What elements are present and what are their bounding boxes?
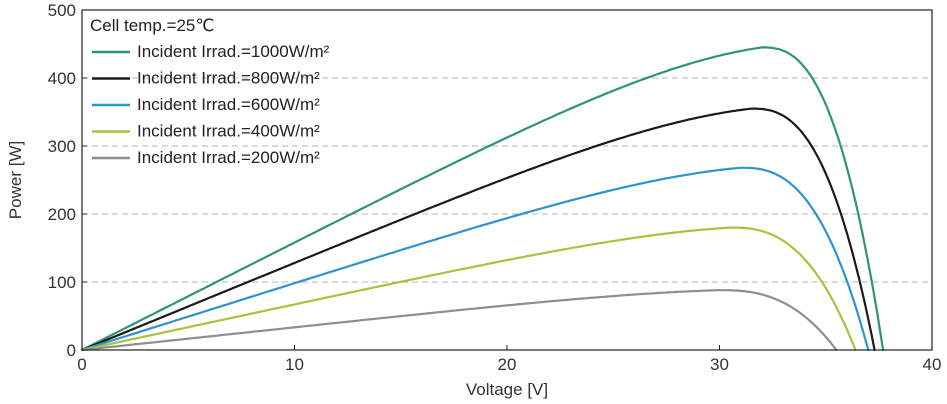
series-line-4 [80, 226, 857, 352]
legend-title: Cell temp.=25℃ [90, 16, 214, 35]
series-line-2 [80, 107, 876, 352]
series-line-5 [80, 289, 838, 352]
x-tick-label: 30 [710, 355, 729, 374]
grid-lines [82, 77, 932, 283]
x-axis-ticks: 0 10 20 30 40 [77, 345, 941, 374]
series-line-1 [80, 46, 885, 352]
legend-label: Incident Irrad.=600W/m² [137, 95, 320, 114]
legend-label: Incident Irrad.=1000W/m² [137, 42, 330, 61]
y-tick-label: 500 [48, 1, 76, 20]
x-axis-label: Voltage [V] [466, 380, 548, 399]
x-tick-label: 40 [923, 355, 942, 374]
y-tick-label: 400 [48, 69, 76, 88]
series-line-3 [80, 166, 870, 352]
legend-label: Incident Irrad.=200W/m² [137, 148, 320, 167]
legend: Cell temp.=25℃ Incident Irrad.=1000W/m² I… [90, 16, 330, 167]
x-tick-label: 0 [77, 355, 86, 374]
y-tick-label: 200 [48, 205, 76, 224]
y-tick-label: 100 [48, 273, 76, 292]
plot-frame [81, 9, 933, 351]
y-axis-label: Power [W] [6, 141, 25, 219]
x-tick-label: 20 [498, 355, 517, 374]
legend-label: Incident Irrad.=800W/m² [137, 69, 320, 88]
y-tick-label: 300 [48, 137, 76, 156]
x-tick-label: 10 [285, 355, 304, 374]
y-axis-ticks: 0 100 200 300 400 500 [48, 1, 87, 360]
y-tick-label: 0 [67, 341, 76, 360]
legend-label: Incident Irrad.=400W/m² [137, 122, 320, 141]
series-lines [80, 46, 885, 352]
